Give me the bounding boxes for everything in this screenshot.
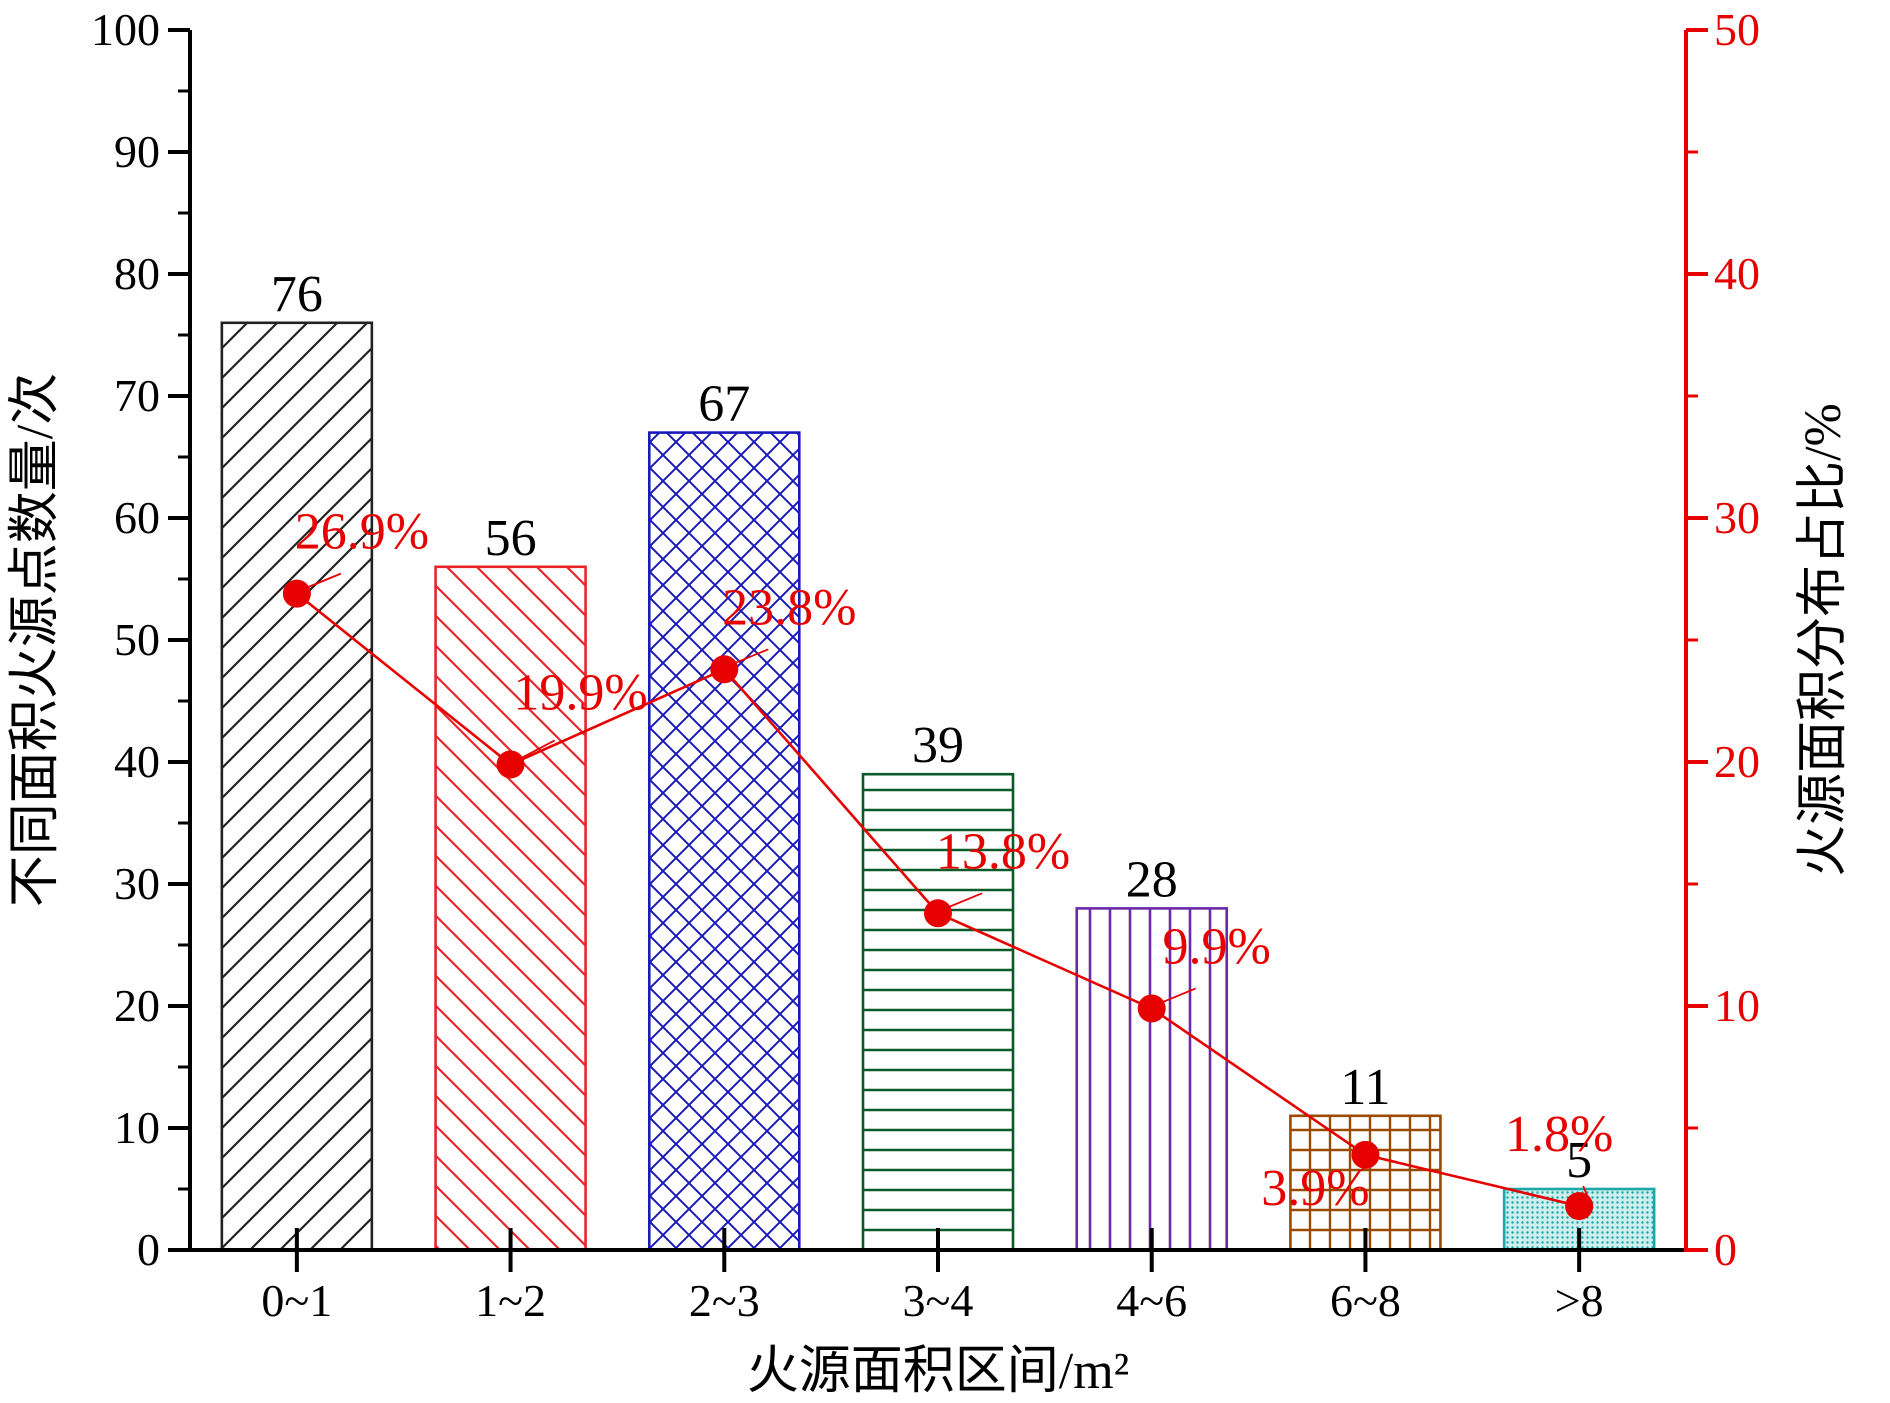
percentage-point->8	[1565, 1192, 1594, 1221]
left-tick-label: 0	[137, 1224, 160, 1275]
leader-line	[947, 892, 983, 909]
percentage-point-6~8	[1351, 1140, 1380, 1169]
left-tick-label: 10	[114, 1102, 160, 1153]
x-axis-title: 火源面积区间/m²	[747, 1343, 1130, 1398]
x-tick-label: >8	[1555, 1275, 1604, 1326]
percentage-point-3~4	[924, 899, 952, 928]
bar-value-label: 11	[1340, 1059, 1390, 1116]
percentage-point-4~6	[1137, 994, 1166, 1023]
bar-value-label: 5	[1566, 1132, 1592, 1189]
x-tick-label: 1~2	[475, 1275, 546, 1326]
bar-6~8	[1289, 1114, 1442, 1252]
bar-value-label: 39	[912, 717, 964, 774]
leader-line	[733, 648, 769, 665]
right-tick-label: 10	[1714, 980, 1760, 1031]
percentage-point-2~3	[710, 655, 739, 684]
left-tick-label: 50	[114, 614, 160, 665]
x-tick-label: 3~4	[903, 1275, 974, 1326]
percentage-point-1~2	[496, 750, 525, 779]
left-tick-label: 40	[114, 736, 160, 787]
left-axis-title: 不同面积火源点数量/次	[7, 373, 64, 907]
line-layer	[282, 572, 1594, 1221]
bar-4~6	[1075, 907, 1229, 1252]
left-tick-label: 20	[114, 980, 160, 1031]
percentage-label: 23.8%	[722, 579, 856, 636]
percentage-label: 13.8%	[936, 823, 1070, 880]
left-tick-label: 60	[114, 492, 160, 543]
leader-line	[520, 739, 555, 760]
bar-value-label: 28	[1126, 851, 1178, 908]
x-tick-label: 2~3	[689, 1275, 760, 1326]
bar-0~1	[220, 321, 374, 1252]
percentage-label: 19.9%	[513, 664, 647, 721]
left-tick-label: 30	[114, 858, 160, 909]
leader-line	[306, 572, 342, 589]
labels-layer: 76 56 67 39 28 11 5 26.9% 19.9% 23.8% 13.8% 9.9% 3.9…	[271, 266, 1613, 1217]
bar-value-label: 56	[485, 510, 537, 567]
x-tick-label: 0~1	[261, 1275, 332, 1326]
axes-layer: 0 10 20 30 40 50 60 70 80 90 100 0 10 20 30 40 50 0~1 1~2 2…	[7, 4, 1852, 1400]
right-tick-label: 50	[1714, 4, 1760, 55]
percentage-point-0~1	[282, 579, 311, 608]
right-tick-label: 30	[1714, 492, 1760, 543]
percentage-label: 26.9%	[295, 504, 429, 561]
leader-line	[1360, 1148, 1377, 1172]
left-tick-label: 70	[114, 370, 160, 421]
x-tick-label: 6~8	[1330, 1275, 1401, 1326]
leader-line	[1582, 1185, 1590, 1201]
left-tick-label: 100	[91, 4, 160, 55]
right-tick-label: 20	[1714, 736, 1760, 787]
percentage-label: 3.9%	[1261, 1160, 1369, 1217]
x-tick-label: 4~6	[1116, 1275, 1187, 1326]
left-tick-label: 90	[114, 126, 160, 177]
bars-layer	[220, 321, 1656, 1252]
right-tick-label: 0	[1714, 1224, 1737, 1275]
bar-value-label: 76	[271, 266, 323, 323]
percentage-label: 9.9%	[1163, 918, 1271, 975]
leader-line	[1161, 987, 1197, 1004]
percentage-label: 1.8%	[1505, 1106, 1613, 1163]
left-tick-label: 80	[114, 248, 160, 299]
bar-value-label: 67	[698, 376, 750, 433]
bar-2~3	[647, 431, 801, 1252]
bar-3~4	[861, 772, 1015, 1252]
right-axis-title: 火源面积分布占比/%	[1795, 403, 1852, 877]
right-tick-label: 40	[1714, 248, 1760, 299]
